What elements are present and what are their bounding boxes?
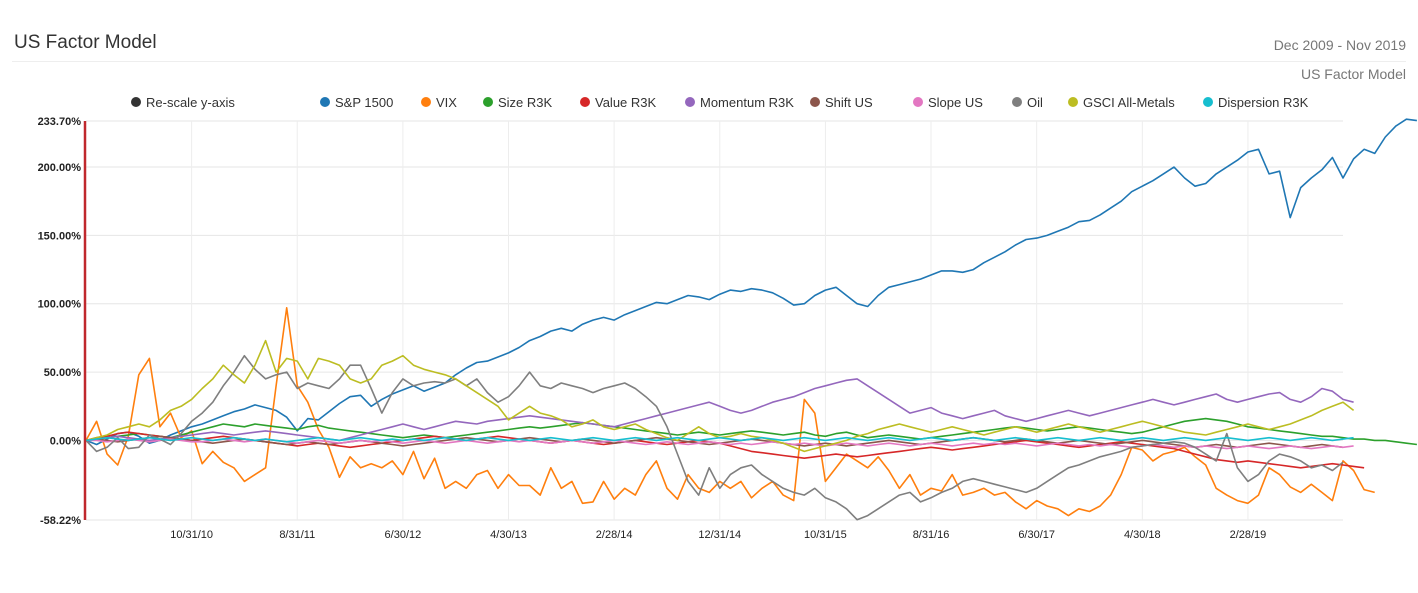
y-tick-label: 100.00% <box>38 299 82 311</box>
y-axis: 233.70% 200.00% 150.00% 100.00% 50.00% 0.00% -… <box>38 116 82 527</box>
page-title: US Factor Model <box>14 32 157 53</box>
legend-dot-series-7 <box>1012 97 1022 107</box>
date-range: Dec 2009 - Nov 2019 <box>1273 37 1406 53</box>
x-tick-label: 6/30/17 <box>1018 529 1055 541</box>
y-tick-label: 150.00% <box>38 230 82 242</box>
y-tick-label: 200.00% <box>38 162 82 174</box>
x-tick-label: 4/30/13 <box>490 529 527 541</box>
legend: Re-scale y-axis S&P 1500 VIX Size R3K Value … <box>131 95 1309 110</box>
legend-item-series-1[interactable]: VIX <box>421 95 457 110</box>
series-line-9 <box>85 436 1354 443</box>
legend-item-series-2[interactable]: Size R3K <box>483 95 553 110</box>
legend-dot-series-8 <box>1068 97 1078 107</box>
series-lines <box>85 118 1418 521</box>
legend-dot-rescale <box>131 97 141 107</box>
legend-dot-series-1 <box>421 97 431 107</box>
y-tick-label: 0.00% <box>50 435 81 447</box>
legend-item-series-9[interactable]: Dispersion R3K <box>1203 95 1309 110</box>
legend-item-series-5[interactable]: Shift US <box>810 95 873 110</box>
header-divider <box>12 61 1406 62</box>
legend-item-series-4[interactable]: Momentum R3K <box>685 95 794 110</box>
legend-dot-series-6 <box>913 97 923 107</box>
legend-dot-series-9 <box>1203 97 1213 107</box>
x-tick-label: 8/31/11 <box>279 529 315 541</box>
series-line-1 <box>85 307 1375 517</box>
x-tick-label: 2/28/14 <box>596 529 633 541</box>
legend-dot-series-3 <box>580 97 590 107</box>
legend-label-series-5: Shift US <box>825 95 873 110</box>
y-tick-label: 50.00% <box>44 367 82 379</box>
series-line-2 <box>85 417 1417 446</box>
series-line-7 <box>85 354 1344 521</box>
grid <box>86 120 1343 521</box>
legend-label-series-8: GSCI All-Metals <box>1083 95 1175 110</box>
legend-label-rescale: Re-scale y-axis <box>146 95 235 110</box>
y-tick-label: 233.70% <box>38 116 82 128</box>
series-line-0 <box>85 118 1418 446</box>
y-tick-label: -58.22% <box>40 515 81 527</box>
legend-label-series-9: Dispersion R3K <box>1218 95 1309 110</box>
x-tick-label: 12/31/14 <box>698 529 741 541</box>
x-tick-label: 10/31/10 <box>170 529 213 541</box>
legend-label-series-6: Slope US <box>928 95 983 110</box>
x-tick-label: 10/31/15 <box>804 529 847 541</box>
legend-item-series-6[interactable]: Slope US <box>913 95 983 110</box>
x-tick-label: 4/30/18 <box>1124 529 1161 541</box>
legend-dot-series-0 <box>320 97 330 107</box>
chart-subtitle: US Factor Model <box>1300 66 1406 82</box>
legend-label-series-3: Value R3K <box>595 95 657 110</box>
legend-item-rescale[interactable]: Re-scale y-axis <box>131 95 235 110</box>
legend-label-series-1: VIX <box>436 95 457 110</box>
legend-label-series-7: Oil <box>1027 95 1043 110</box>
legend-dot-series-4 <box>685 97 695 107</box>
legend-item-series-0[interactable]: S&P 1500 <box>320 95 393 110</box>
legend-item-series-7[interactable]: Oil <box>1012 95 1043 110</box>
legend-label-series-2: Size R3K <box>498 95 553 110</box>
legend-label-series-4: Momentum R3K <box>700 95 794 110</box>
x-tick-label: 2/28/19 <box>1230 529 1267 541</box>
x-axis: 10/31/10 8/31/11 6/30/12 4/30/13 2/28/14 12/3… <box>170 529 1266 541</box>
legend-item-series-3[interactable]: Value R3K <box>580 95 657 110</box>
series-line-4 <box>85 378 1354 442</box>
legend-dot-series-5 <box>810 97 820 107</box>
x-tick-label: 8/31/16 <box>913 529 950 541</box>
legend-dot-series-2 <box>483 97 493 107</box>
legend-label-series-0: S&P 1500 <box>335 95 393 110</box>
legend-item-series-8[interactable]: GSCI All-Metals <box>1068 95 1175 110</box>
x-tick-label: 6/30/12 <box>385 529 422 541</box>
